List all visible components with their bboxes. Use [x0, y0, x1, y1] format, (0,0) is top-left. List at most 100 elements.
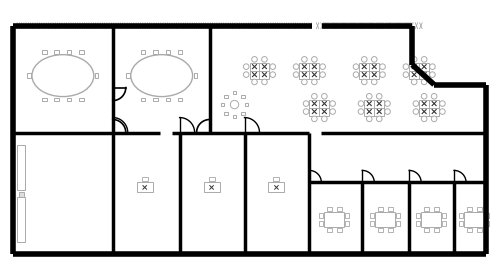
Bar	[388, 228, 393, 232]
Circle shape	[431, 116, 437, 122]
Bar	[375, 212, 395, 227]
Bar	[388, 207, 393, 211]
Bar	[419, 100, 439, 116]
Circle shape	[321, 94, 327, 99]
Circle shape	[421, 79, 427, 85]
Bar	[225, 111, 228, 115]
Bar	[141, 50, 145, 54]
Bar	[241, 111, 245, 115]
Circle shape	[353, 64, 359, 69]
Bar	[370, 213, 374, 218]
Circle shape	[311, 116, 317, 122]
Bar	[477, 228, 482, 232]
Bar	[421, 212, 441, 227]
Circle shape	[430, 64, 435, 69]
Circle shape	[361, 57, 367, 62]
Bar	[378, 207, 383, 211]
Bar	[141, 98, 145, 101]
Bar	[467, 228, 472, 232]
Bar	[485, 221, 489, 226]
Circle shape	[358, 101, 364, 106]
Circle shape	[430, 72, 435, 78]
Bar	[319, 221, 323, 226]
Bar	[396, 221, 400, 226]
Circle shape	[440, 101, 445, 106]
Circle shape	[413, 109, 419, 114]
Circle shape	[311, 79, 317, 85]
Bar	[324, 212, 344, 227]
Bar	[416, 213, 420, 218]
Circle shape	[321, 116, 327, 122]
Circle shape	[261, 79, 267, 85]
Circle shape	[330, 101, 335, 106]
Circle shape	[411, 79, 417, 85]
Bar	[345, 221, 349, 226]
Bar	[79, 50, 84, 54]
Circle shape	[311, 57, 317, 62]
Circle shape	[358, 109, 364, 114]
Bar	[166, 50, 170, 54]
Ellipse shape	[32, 55, 94, 97]
Bar	[337, 228, 342, 232]
Circle shape	[244, 72, 249, 78]
Bar	[485, 213, 489, 218]
Circle shape	[353, 72, 359, 78]
Bar	[42, 50, 46, 54]
Circle shape	[403, 72, 409, 78]
Circle shape	[376, 94, 382, 99]
Bar	[299, 63, 319, 79]
Circle shape	[303, 101, 309, 106]
Bar	[434, 207, 439, 211]
Bar	[464, 212, 484, 227]
Bar	[268, 182, 284, 192]
Circle shape	[270, 72, 275, 78]
Circle shape	[431, 94, 437, 99]
Bar	[327, 228, 332, 232]
Bar	[27, 73, 31, 78]
Circle shape	[366, 116, 372, 122]
Circle shape	[361, 79, 367, 85]
Bar	[364, 100, 384, 116]
Bar	[137, 182, 153, 192]
Bar	[245, 103, 248, 106]
Bar	[424, 207, 429, 211]
Bar	[17, 197, 25, 242]
Circle shape	[421, 57, 427, 62]
Bar	[442, 213, 446, 218]
Circle shape	[301, 79, 307, 85]
Circle shape	[320, 72, 325, 78]
Bar	[442, 221, 446, 226]
Bar	[42, 98, 46, 101]
Bar	[166, 98, 170, 101]
Circle shape	[380, 64, 385, 69]
Circle shape	[251, 57, 257, 62]
Bar	[459, 221, 463, 226]
Bar	[54, 50, 59, 54]
Bar	[19, 192, 24, 197]
Circle shape	[270, 64, 275, 69]
Circle shape	[244, 64, 249, 69]
Circle shape	[320, 64, 325, 69]
Bar	[273, 178, 279, 181]
Bar	[241, 95, 245, 98]
Bar	[178, 50, 183, 54]
Bar	[194, 73, 197, 78]
Bar	[378, 228, 383, 232]
Circle shape	[440, 109, 445, 114]
Bar	[142, 178, 148, 181]
Bar	[95, 73, 98, 78]
Bar	[233, 91, 237, 94]
Circle shape	[413, 101, 419, 106]
Circle shape	[385, 101, 390, 106]
Bar	[17, 146, 25, 190]
Circle shape	[311, 94, 317, 99]
Circle shape	[421, 116, 427, 122]
Bar	[424, 228, 429, 232]
Circle shape	[385, 109, 390, 114]
Bar	[178, 98, 183, 101]
Bar	[359, 63, 379, 79]
Bar	[477, 207, 482, 211]
Circle shape	[303, 109, 309, 114]
Bar	[327, 207, 332, 211]
Bar	[225, 95, 228, 98]
